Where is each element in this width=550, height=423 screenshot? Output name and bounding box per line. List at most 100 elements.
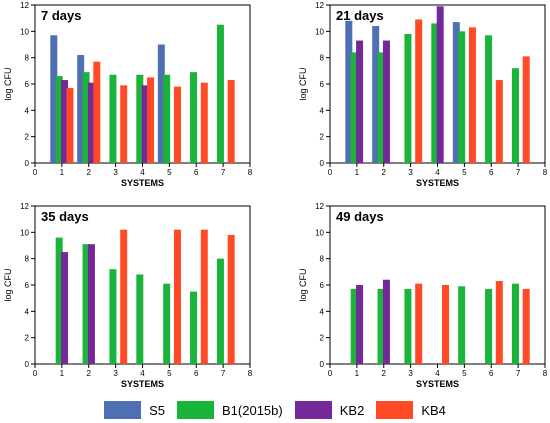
x-tick-label: 0 bbox=[328, 168, 333, 177]
x-tick-label: 1 bbox=[60, 369, 65, 378]
y-tick-label: 10 bbox=[315, 27, 324, 36]
y-tick-label: 10 bbox=[20, 228, 29, 237]
bar-b1-2015b--system-6 bbox=[190, 72, 198, 163]
y-tick-label: 2 bbox=[320, 133, 325, 142]
x-tick-label: 4 bbox=[140, 168, 145, 177]
bar-b1-2015b--system-2 bbox=[82, 72, 90, 163]
bar-kb4-system-6 bbox=[200, 229, 208, 364]
bar-b1-2015b--system-6 bbox=[485, 288, 493, 364]
legend-label-b1: B1(2015b) bbox=[222, 402, 283, 418]
bar-b1-2015b--system-5 bbox=[163, 283, 171, 364]
bar-kb2-system-2 bbox=[87, 244, 95, 364]
y-tick-label: 6 bbox=[25, 80, 30, 89]
bar-kb4-system-4 bbox=[442, 285, 450, 364]
bar-b1-2015b--system-3 bbox=[404, 33, 412, 163]
bar-b1-2015b--system-6 bbox=[485, 35, 493, 163]
bar-b1-2015b--system-5 bbox=[458, 286, 466, 364]
chart-title: 21 days bbox=[336, 8, 384, 23]
x-tick-label: 8 bbox=[543, 168, 548, 177]
legend: S5 B1(2015b) KB2 KB4 bbox=[0, 400, 550, 420]
y-axis-label: log CFU bbox=[298, 268, 308, 301]
y-tick-label: 4 bbox=[320, 307, 325, 316]
x-tick-label: 5 bbox=[462, 168, 467, 177]
bar-kb4-system-2 bbox=[93, 61, 101, 164]
x-tick-label: 4 bbox=[140, 369, 145, 378]
bar-kb4-system-4 bbox=[147, 77, 155, 163]
legend-label-kb4: KB4 bbox=[421, 402, 446, 418]
x-tick-label: 7 bbox=[516, 168, 521, 177]
x-tick-label: 3 bbox=[408, 168, 413, 177]
y-tick-label: 12 bbox=[20, 202, 29, 211]
y-tick-label: 6 bbox=[320, 281, 325, 290]
bar-kb4-system-6 bbox=[200, 82, 208, 163]
bar-b1-2015b--system-7 bbox=[216, 258, 224, 364]
x-tick-label: 0 bbox=[328, 369, 333, 378]
bar-kb4-system-6 bbox=[495, 80, 503, 163]
y-tick-label: 8 bbox=[320, 255, 325, 264]
legend-item-kb2: KB2 bbox=[294, 401, 365, 419]
chart-title: 49 days bbox=[336, 209, 384, 224]
y-tick-label: 0 bbox=[25, 159, 30, 168]
bar-kb2-system-4 bbox=[141, 85, 149, 163]
legend-item-s5: S5 bbox=[104, 401, 165, 419]
bar-b1-2015b--system-2 bbox=[82, 244, 90, 364]
bar-b1-2015b--system-1 bbox=[350, 52, 358, 163]
bar-kb2-system-1 bbox=[356, 40, 364, 163]
x-tick-label: 3 bbox=[408, 369, 413, 378]
y-axis-label: log CFU bbox=[298, 67, 308, 100]
x-tick-label: 8 bbox=[248, 168, 253, 177]
bar-kb4-system-3 bbox=[415, 19, 423, 164]
x-tick-label: 2 bbox=[382, 369, 387, 378]
legend-label-kb2: KB2 bbox=[339, 402, 365, 418]
bar-b1-2015b--system-3 bbox=[109, 74, 117, 163]
bar-b1-2015b--system-1 bbox=[55, 237, 63, 364]
bar-kb4-system-5 bbox=[173, 86, 181, 163]
bar-kb2-system-1 bbox=[61, 252, 69, 364]
bar-b1-2015b--system-1 bbox=[55, 76, 63, 163]
x-tick-label: 2 bbox=[382, 168, 387, 177]
bar-kb4-system-7 bbox=[227, 80, 235, 163]
bar-b1-2015b--system-7 bbox=[511, 283, 519, 364]
y-tick-label: 2 bbox=[320, 334, 325, 343]
bar-kb4-system-7 bbox=[522, 56, 530, 163]
bar-kb2-system-2 bbox=[87, 82, 95, 163]
x-tick-label: 6 bbox=[489, 369, 494, 378]
legend-swatch-b1 bbox=[177, 401, 215, 419]
bar-b1-2015b--system-2 bbox=[377, 288, 385, 364]
y-axis-label: log CFU bbox=[3, 67, 13, 100]
legend-item-kb4: KB4 bbox=[376, 401, 446, 419]
y-tick-label: 2 bbox=[25, 133, 30, 142]
bar-kb2-system-1 bbox=[61, 80, 69, 163]
y-tick-label: 8 bbox=[25, 255, 30, 264]
chart-title: 7 days bbox=[41, 8, 81, 23]
x-tick-label: 0 bbox=[33, 168, 38, 177]
x-tick-label: 4 bbox=[435, 369, 440, 378]
y-tick-label: 0 bbox=[25, 360, 30, 369]
legend-swatch-s5 bbox=[104, 401, 142, 419]
bar-kb4-system-7 bbox=[522, 288, 530, 364]
x-axis-label: SYSTEMS bbox=[416, 178, 459, 188]
bar-b1-2015b--system-7 bbox=[216, 24, 224, 163]
bar-kb2-system-4 bbox=[436, 6, 444, 163]
bar-kb2-system-2 bbox=[382, 279, 390, 364]
bar-s5-system-2 bbox=[77, 55, 85, 163]
legend-label-s5: S5 bbox=[149, 402, 166, 418]
bar-s5-system-1 bbox=[345, 20, 353, 163]
x-tick-label: 8 bbox=[248, 369, 253, 378]
bar-s5-system-5 bbox=[157, 44, 165, 163]
y-axis-label: log CFU bbox=[3, 268, 13, 301]
legend-swatch-kb4 bbox=[376, 401, 414, 419]
bar-s5-system-2 bbox=[372, 26, 380, 163]
x-tick-label: 6 bbox=[194, 369, 199, 378]
bar-b1-2015b--system-7 bbox=[511, 68, 519, 163]
x-tick-label: 6 bbox=[489, 168, 494, 177]
x-tick-label: 5 bbox=[167, 168, 172, 177]
bar-b1-2015b--system-1 bbox=[350, 288, 358, 364]
y-tick-label: 12 bbox=[315, 202, 324, 211]
bar-s5-system-5 bbox=[452, 22, 460, 164]
y-tick-label: 8 bbox=[25, 54, 30, 63]
x-tick-label: 1 bbox=[355, 369, 360, 378]
